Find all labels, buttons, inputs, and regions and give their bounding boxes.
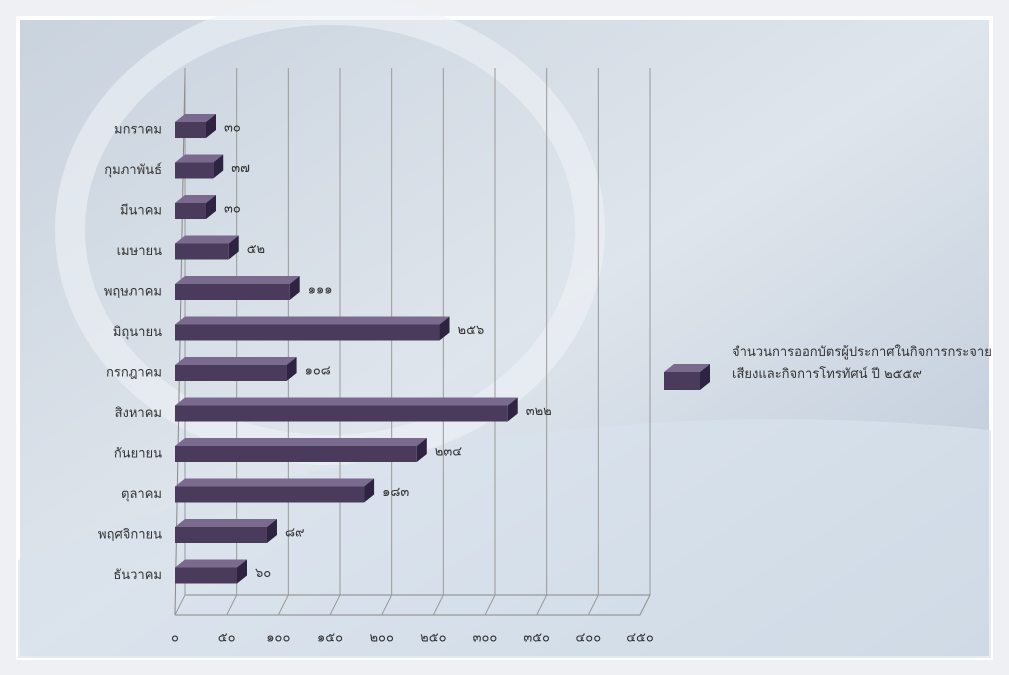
bar-end <box>266 519 277 543</box>
bar-end <box>289 276 300 300</box>
x-tick-label: ๒๕๐ <box>420 631 446 646</box>
y-tick-label: กันยายน <box>114 447 162 462</box>
x-tick-label: ๔๕๐ <box>626 631 654 646</box>
bar <box>175 446 417 462</box>
bar <box>175 122 206 138</box>
value-label: ๑๐๘ <box>305 364 331 379</box>
value-label: ๒๕๖ <box>458 323 485 338</box>
bar-end <box>213 154 224 179</box>
bar-top <box>175 316 450 325</box>
bar-end <box>416 438 427 462</box>
bar-top <box>175 357 297 365</box>
value-label: ๘๙ <box>285 526 305 541</box>
legend-swatch-top <box>664 364 710 372</box>
floor-line <box>587 594 599 616</box>
y-tick-label: พฤศจิกายน <box>98 528 162 543</box>
bar <box>175 405 508 422</box>
bar-top <box>175 114 216 122</box>
x-tick-label: ๐ <box>171 631 179 646</box>
floor-line <box>226 594 238 616</box>
bar <box>175 486 365 503</box>
bar-top <box>175 438 427 446</box>
floor-line <box>277 594 289 616</box>
bar <box>175 203 206 219</box>
value-label: ๒๓๔ <box>435 445 462 460</box>
y-tick-label: กุมภาพันธ์ <box>104 162 162 178</box>
bar-end <box>439 316 450 341</box>
x-tick-label: ๑๐๐ <box>266 631 290 646</box>
value-label: ๓๗ <box>231 161 250 176</box>
bar <box>175 527 267 543</box>
bar <box>175 324 440 341</box>
legend-swatch <box>664 372 700 390</box>
bar-top <box>175 154 224 163</box>
bar <box>175 365 287 381</box>
bar-end <box>228 235 239 260</box>
y-tick-label: ธันวาคม <box>113 568 162 583</box>
floor-line <box>484 594 496 616</box>
bar-top <box>175 478 375 487</box>
floor-line <box>536 594 548 616</box>
x-tick-label: ๑๕๐ <box>317 631 343 646</box>
y-tick-label: กรกฎาคม <box>106 366 162 381</box>
x-tick-label: ๓๕๐ <box>523 631 550 646</box>
value-label: ๖๐ <box>255 566 271 581</box>
bar <box>175 567 237 584</box>
floor-line <box>432 594 444 616</box>
value-label: ๕๒ <box>247 242 265 257</box>
floor-line <box>329 594 341 616</box>
value-label: ๑๘๓ <box>382 485 409 500</box>
bar <box>175 162 214 179</box>
bar-top <box>175 276 300 284</box>
legend-swatch-end <box>700 364 710 390</box>
bar-end <box>286 357 297 381</box>
decoration <box>18 419 991 658</box>
bar-top <box>175 235 239 244</box>
legend-label: จำนวนการออกบัตรผู้ประกาศในกิจการกระจายเส… <box>732 345 992 382</box>
value-label: ๓๒๒ <box>526 404 552 419</box>
y-tick-label: เมษายน <box>117 244 162 259</box>
bar-end <box>206 114 216 138</box>
value-label: ๑๑๑ <box>308 283 333 298</box>
x-tick-label: ๒๐๐ <box>369 631 394 646</box>
bar-end <box>364 478 375 503</box>
bar-end <box>507 397 518 422</box>
bar-end <box>237 559 247 584</box>
bar <box>175 284 290 300</box>
x-tick-label: ๔๐๐ <box>575 631 601 646</box>
y-tick-label: มีนาคม <box>120 203 162 219</box>
bar-end <box>206 195 216 219</box>
bar-top <box>175 195 216 203</box>
bar-top <box>175 559 247 568</box>
value-label: ๓๐ <box>224 121 241 136</box>
bar <box>175 243 229 260</box>
y-tick-label: สิงหาคม <box>115 406 162 421</box>
x-tick-label: ๓๐๐ <box>473 631 498 646</box>
floor-line <box>381 594 393 616</box>
x-tick-label: ๕๐ <box>218 631 236 646</box>
value-label: ๓๐ <box>224 202 241 217</box>
y-tick-label: มิถุนายน <box>113 325 162 340</box>
y-tick-label: มกราคม <box>114 123 162 138</box>
bar-top <box>175 519 277 527</box>
bar-top <box>175 397 518 406</box>
floor-line <box>639 594 651 616</box>
floor-line <box>174 594 186 616</box>
y-tick-label: ตุลาคม <box>121 487 162 502</box>
y-tick-label: พฤษภาคม <box>104 285 162 300</box>
